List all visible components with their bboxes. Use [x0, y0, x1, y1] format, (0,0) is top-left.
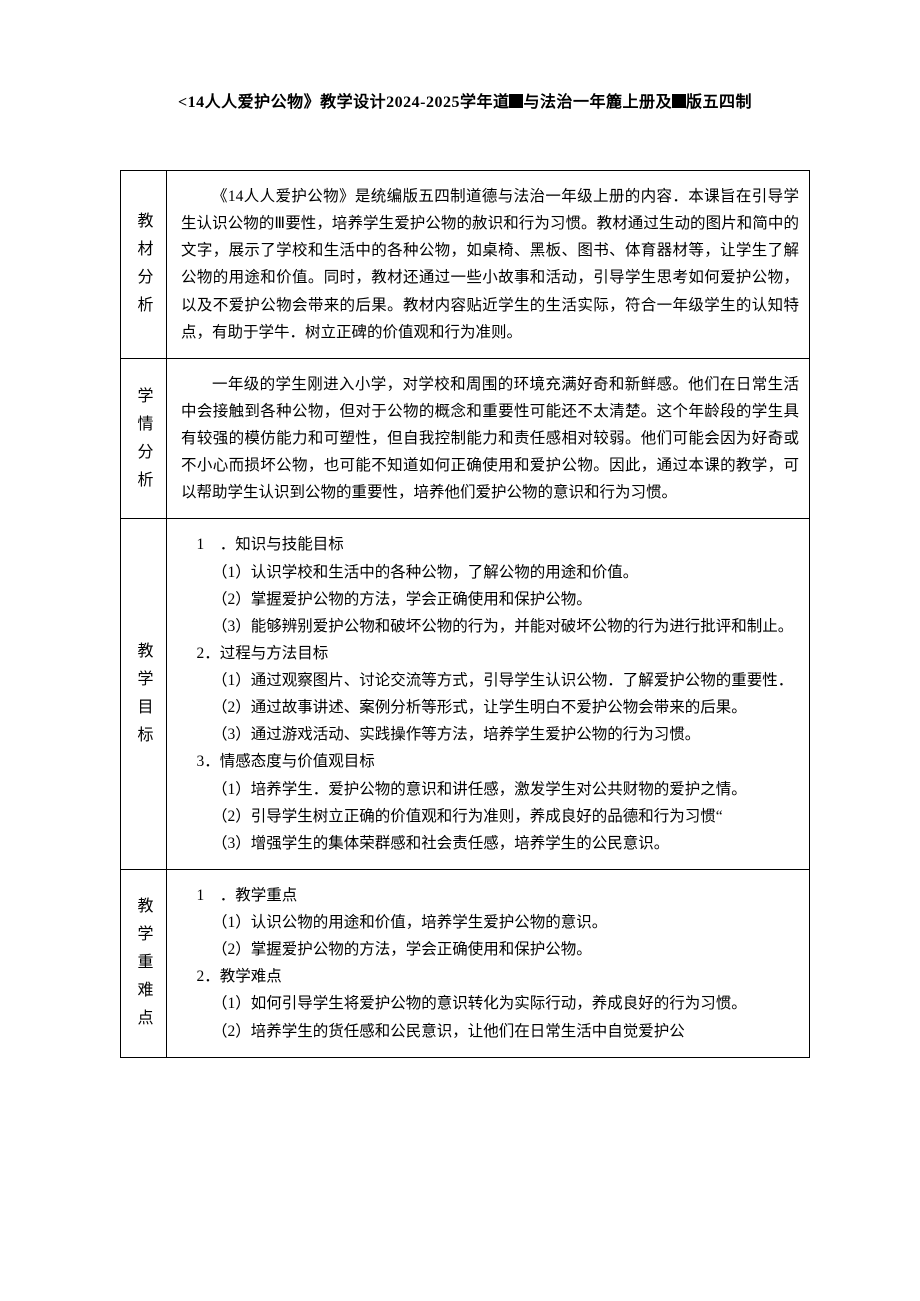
- point-item: （1）认识公物的用途和价值，培养学生爱护公物的意识。: [181, 909, 799, 936]
- point-item: （1）如何引导学生将爱护公物的意识转化为实际行动，养成良好的行为习惯。: [181, 990, 799, 1017]
- table-row: 教学目标 1 ．知识与技能目标 （1）认识学校和生活中的各种公物，了解公物的用途…: [121, 519, 810, 870]
- title-part-3: 版五四制: [686, 94, 752, 111]
- row-label-key-difficult-points: 教学重难点: [121, 869, 167, 1057]
- row-label-student-analysis: 学情分析: [121, 358, 167, 519]
- teaching-goals-content: 1 ．知识与技能目标 （1）认识学校和生活中的各种公物，了解公物的用途和价值。 …: [167, 519, 810, 870]
- goal-item: （1）认识学校和生活中的各种公物，了解公物的用途和价值。: [181, 559, 799, 586]
- goal-heading-3: 3．情感态度与价值观目标: [181, 748, 799, 775]
- title-part-2: 与法治一年簏上册及: [523, 94, 672, 111]
- table-row: 教材分析 《14人人爱护公物》是统编版五四制道德与法治一年级上册的内容．本课旨在…: [121, 171, 810, 359]
- document-page: <14人人爱护公物》教学设计2024-2025学年道与法治一年簏上册及版五四制 …: [0, 0, 920, 1301]
- point-item: （2）掌握爱护公物的方法，学会正确使用和保护公物。: [181, 936, 799, 963]
- lesson-plan-table: 教材分析 《14人人爱护公物》是统编版五四制道德与法治一年级上册的内容．本课旨在…: [120, 170, 810, 1058]
- row-label-textbook-analysis: 教材分析: [121, 171, 167, 359]
- label-text: 教学重难点: [135, 893, 156, 1033]
- goal-item: （2）掌握爱护公物的方法，学会正确使用和保护公物。: [181, 586, 799, 613]
- point-heading-1: 1 ．教学重点: [181, 882, 799, 909]
- label-text: 教材分析: [135, 208, 156, 320]
- goal-heading-1: 1 ．知识与技能目标: [181, 531, 799, 558]
- table-row: 学情分析 一年级的学生刚进入小学，对学校和周围的环境充满好奇和新鲜感。他们在日常…: [121, 358, 810, 519]
- paragraph: 《14人人爱护公物》是统编版五四制道德与法治一年级上册的内容．本课旨在引导学生认…: [181, 183, 799, 346]
- point-item: （2）培养学生的货任感和公民意识，让他们在日常生活中自觉爱护公: [181, 1018, 799, 1045]
- paragraph: 一年级的学生刚进入小学，对学校和周围的环境充满好奇和新鲜感。他们在日常生活中会接…: [181, 371, 799, 507]
- goal-item: （2）通过故事讲述、案例分析等形式，让学生明白不爱护公物会带来的后果。: [181, 694, 799, 721]
- title-part-1: <14人人爱护公物》教学设计2024-2025学年道: [178, 94, 509, 111]
- row-label-teaching-goals: 教学目标: [121, 519, 167, 870]
- table-row: 教学重难点 1 ．教学重点 （1）认识公物的用途和价值，培养学生爱护公物的意识。…: [121, 869, 810, 1057]
- obscured-char-icon: [509, 94, 523, 108]
- goal-item: （3）增强学生的集体荣群感和社会责任感，培养学生的公民意识。: [181, 830, 799, 857]
- label-text: 学情分析: [135, 383, 156, 495]
- goal-item: （1）培养学生．爱护公物的意识和讲任感，激发学生对公共财物的爱护之情。: [181, 776, 799, 803]
- key-difficult-content: 1 ．教学重点 （1）认识公物的用途和价值，培养学生爱护公物的意识。 （2）掌握…: [167, 869, 810, 1057]
- goal-item: （3）通过游戏活动、实践操作等方法，培养学生爱护公物的行为习惯。: [181, 721, 799, 748]
- goal-item: （2）引导学生树立正确的价值观和行为准则，养成良好的品德和行为习惯“: [181, 803, 799, 830]
- goal-item: （1）通过观察图片、讨论交流等方式，引导学生认识公物．了解爱护公物的重要性．: [181, 667, 799, 694]
- point-heading-2: 2．教学难点: [181, 963, 799, 990]
- obscured-char-icon: [672, 94, 686, 108]
- textbook-analysis-content: 《14人人爱护公物》是统编版五四制道德与法治一年级上册的内容．本课旨在引导学生认…: [167, 171, 810, 359]
- student-analysis-content: 一年级的学生刚进入小学，对学校和周围的环境充满好奇和新鲜感。他们在日常生活中会接…: [167, 358, 810, 519]
- goal-item: （3）能够辨别爱护公物和破坏公物的行为，并能对破坏公物的行为进行批评和制止。: [181, 613, 799, 640]
- document-title: <14人人爱护公物》教学设计2024-2025学年道与法治一年簏上册及版五四制: [120, 88, 810, 112]
- goal-heading-2: 2．过程与方法目标: [181, 640, 799, 667]
- label-text: 教学目标: [135, 638, 156, 750]
